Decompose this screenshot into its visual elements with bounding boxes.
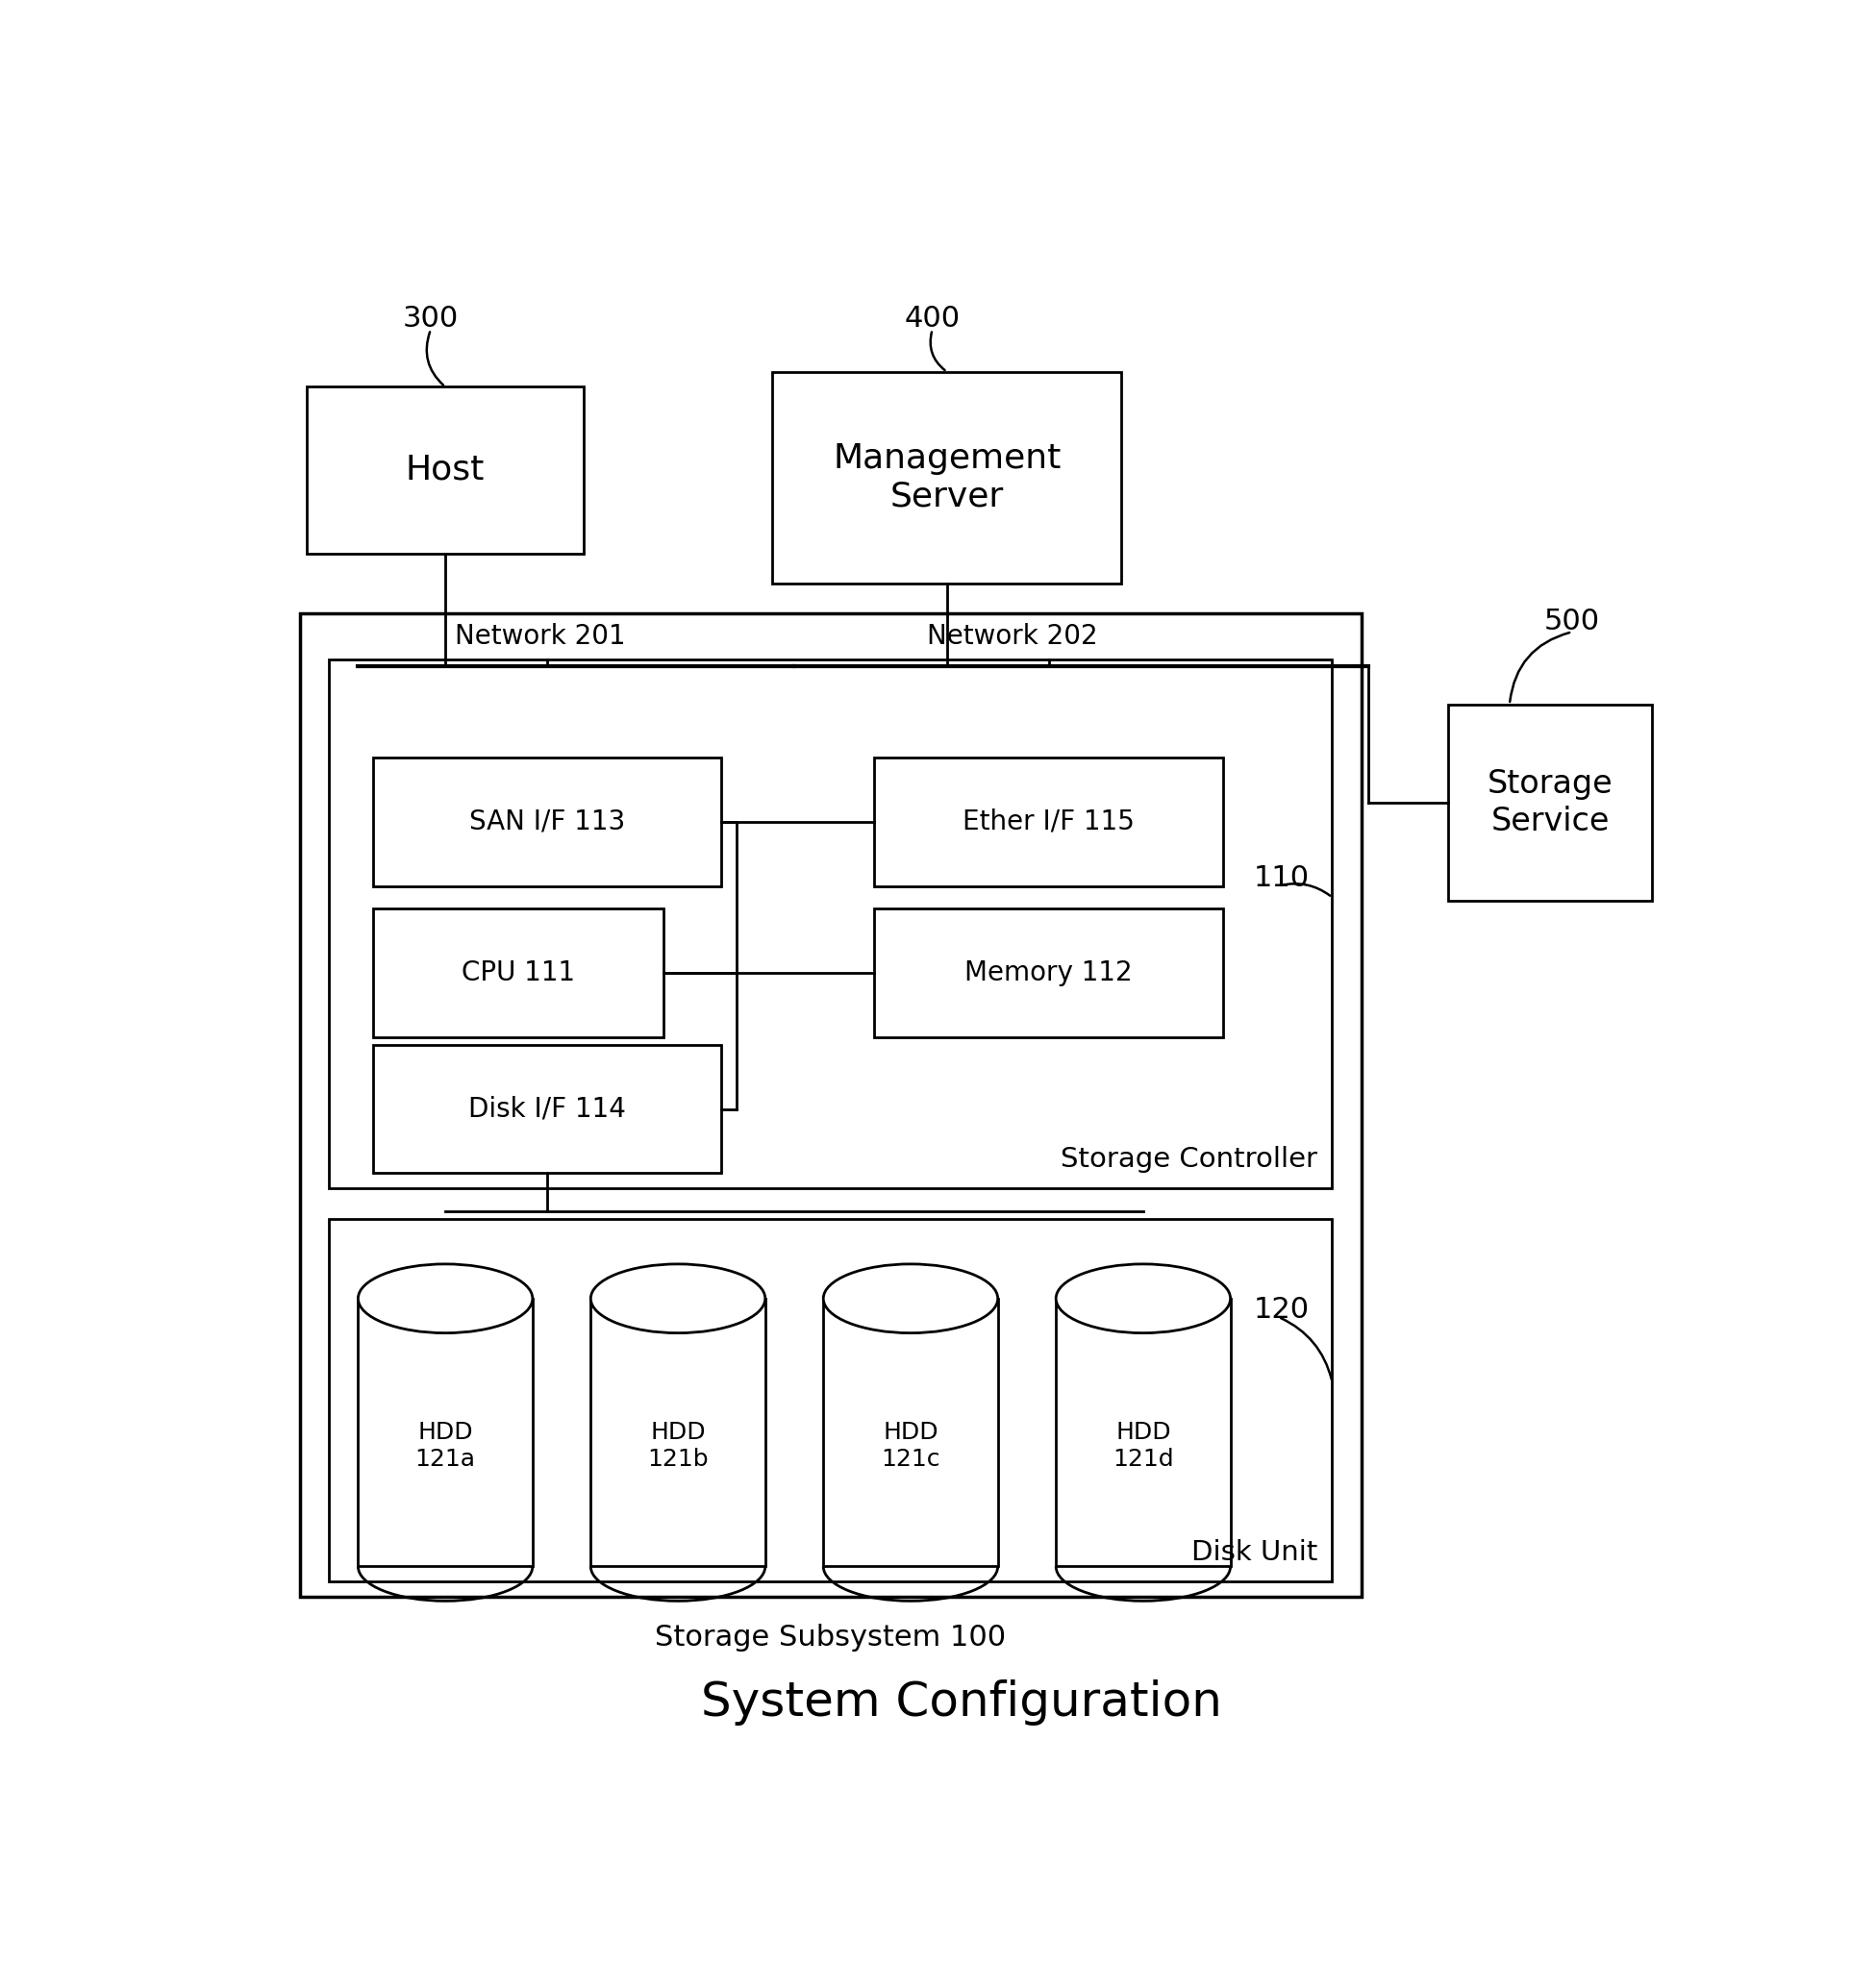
Text: Management
Server: Management Server	[833, 442, 1062, 513]
Text: Network 201: Network 201	[454, 623, 625, 650]
Text: HDD
121c: HDD 121c	[882, 1422, 940, 1471]
Text: Disk I/F 114: Disk I/F 114	[469, 1096, 627, 1123]
Bar	[328, 660, 1332, 1188]
Bar	[1056, 1298, 1231, 1567]
Text: Ether I/F 115: Ether I/F 115	[962, 809, 1135, 835]
Text: SAN I/F 113: SAN I/F 113	[469, 809, 625, 835]
Ellipse shape	[824, 1265, 998, 1334]
Ellipse shape	[358, 1265, 533, 1334]
Text: HDD
121d: HDD 121d	[1112, 1422, 1174, 1471]
Bar	[373, 1045, 722, 1173]
Ellipse shape	[591, 1265, 765, 1334]
Text: 120: 120	[1253, 1296, 1309, 1324]
Bar	[824, 1298, 998, 1567]
Bar	[373, 909, 664, 1037]
Text: 400: 400	[904, 304, 961, 332]
Text: HDD
121b: HDD 121b	[647, 1422, 709, 1471]
Bar	[773, 371, 1122, 583]
Text: Host: Host	[405, 454, 484, 487]
Text: 300: 300	[403, 304, 460, 332]
Bar	[328, 1218, 1332, 1581]
Bar	[874, 909, 1223, 1037]
Text: Disk Unit: Disk Unit	[1191, 1540, 1317, 1567]
Text: HDD
121a: HDD 121a	[415, 1422, 477, 1471]
Text: CPU 111: CPU 111	[461, 960, 574, 986]
Ellipse shape	[1056, 1265, 1231, 1334]
Bar	[874, 758, 1223, 886]
Text: Network 202: Network 202	[927, 623, 1097, 650]
Bar	[358, 1298, 533, 1567]
Bar	[373, 758, 722, 886]
Text: Storage Subsystem 100: Storage Subsystem 100	[655, 1624, 1006, 1652]
Text: 500: 500	[1544, 607, 1600, 634]
Text: Memory 112: Memory 112	[964, 960, 1133, 986]
Bar	[308, 387, 583, 554]
Bar	[1448, 705, 1653, 901]
Text: System Configuration: System Configuration	[702, 1679, 1221, 1726]
Text: Storage Controller: Storage Controller	[1062, 1147, 1317, 1173]
Text: Storage
Service: Storage Service	[1488, 768, 1613, 837]
Bar	[300, 613, 1362, 1597]
Bar	[591, 1298, 765, 1567]
Text: 110: 110	[1253, 864, 1309, 892]
